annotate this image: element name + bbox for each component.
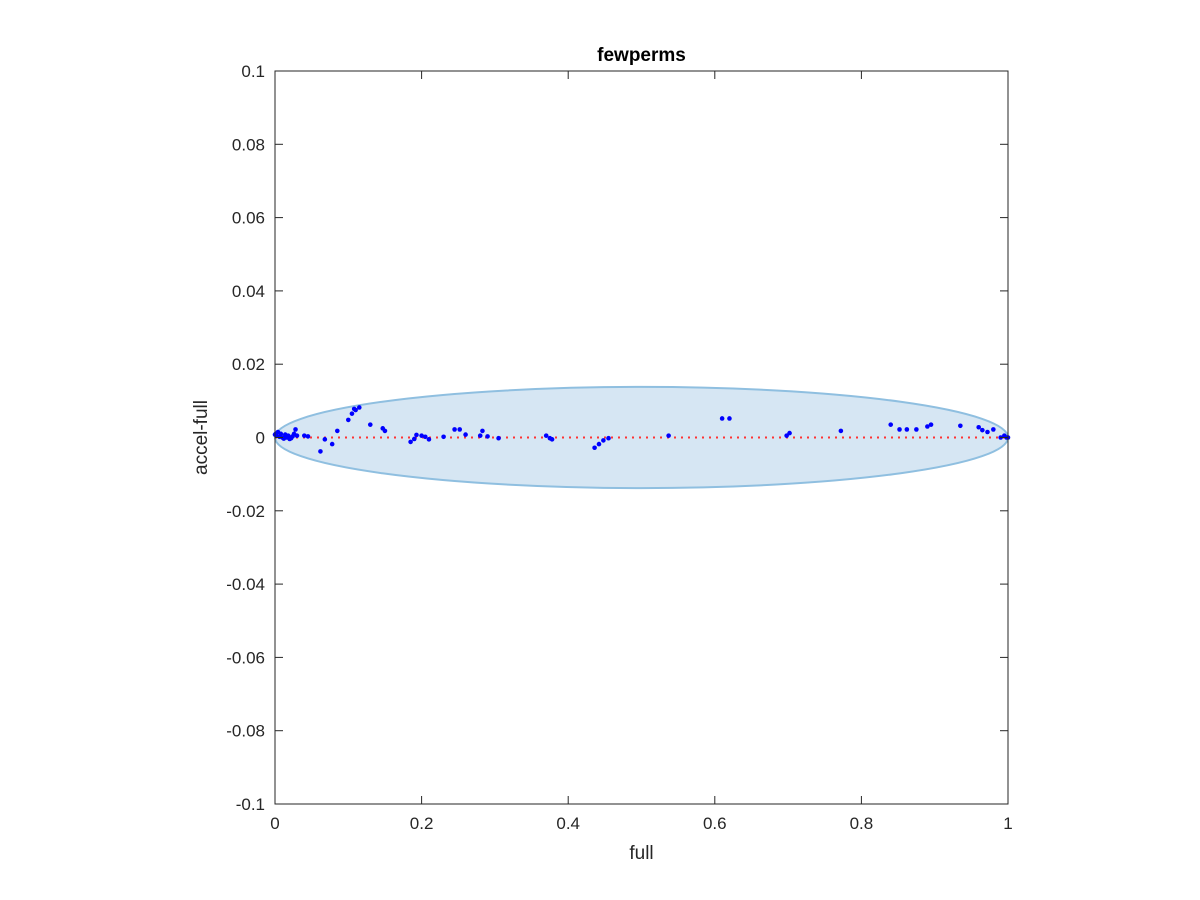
data-point bbox=[838, 428, 844, 434]
data-point bbox=[293, 427, 298, 432]
y-tick-label: -0.04 bbox=[226, 575, 265, 594]
data-point bbox=[980, 427, 985, 433]
data-point bbox=[596, 441, 602, 447]
data-point bbox=[958, 423, 963, 429]
data-point bbox=[318, 449, 323, 454]
data-point bbox=[349, 411, 355, 416]
data-point bbox=[322, 437, 328, 442]
data-point bbox=[888, 422, 894, 427]
data-point bbox=[426, 437, 432, 442]
data-point bbox=[928, 422, 934, 427]
data-point bbox=[592, 445, 597, 451]
x-axis-label: full bbox=[629, 843, 653, 864]
y-tick-label: 0.06 bbox=[232, 209, 265, 228]
x-axis-ticks: 0 0.2 0.4 0.6 0.8 1 bbox=[270, 71, 1013, 833]
data-point bbox=[422, 434, 428, 440]
y-axis-label: accel-full bbox=[191, 400, 212, 475]
y-tick-label: 0.02 bbox=[232, 355, 265, 374]
data-point bbox=[294, 433, 300, 438]
x-tick-label: 0.4 bbox=[556, 814, 580, 833]
y-tick-label: 0.04 bbox=[232, 282, 265, 301]
x-tick-label: 0.6 bbox=[703, 814, 727, 833]
x-tick-label: 0 bbox=[270, 814, 279, 833]
data-point bbox=[335, 428, 340, 434]
data-point bbox=[496, 435, 501, 441]
data-point bbox=[991, 427, 996, 432]
data-point bbox=[480, 428, 485, 434]
data-point bbox=[601, 438, 606, 443]
data-point bbox=[925, 424, 930, 429]
y-axis-ticks: -0.1 -0.08 -0.06 -0.04 -0.02 0 0.02 0.04 0.06 0.0… bbox=[226, 62, 1008, 814]
data-point bbox=[727, 416, 732, 421]
data-point bbox=[463, 432, 468, 437]
data-point bbox=[356, 405, 362, 410]
data-point bbox=[305, 434, 311, 439]
data-point bbox=[408, 439, 413, 445]
x-tick-label: 1 bbox=[1003, 814, 1012, 833]
data-point bbox=[278, 431, 284, 437]
y-tick-label: 0.08 bbox=[232, 135, 265, 154]
x-tick-label: 0.8 bbox=[850, 814, 874, 833]
data-point bbox=[411, 436, 417, 442]
data-point bbox=[367, 422, 373, 427]
data-point bbox=[485, 434, 490, 439]
data-point bbox=[549, 437, 555, 442]
y-tick-label: -0.1 bbox=[236, 795, 265, 814]
y-tick-label: -0.08 bbox=[226, 722, 265, 741]
data-point bbox=[382, 428, 388, 434]
data-point bbox=[914, 427, 919, 432]
data-point bbox=[477, 433, 483, 438]
data-point bbox=[346, 417, 351, 423]
x-tick-label: 0.2 bbox=[410, 814, 434, 833]
y-tick-label: 0.1 bbox=[241, 62, 265, 81]
data-point bbox=[329, 441, 335, 447]
data-point bbox=[985, 429, 990, 435]
y-tick-label: -0.06 bbox=[226, 648, 265, 667]
data-point bbox=[897, 427, 902, 432]
y-tick-label: -0.02 bbox=[226, 502, 265, 521]
plot-area bbox=[272, 385, 1011, 490]
data-point bbox=[302, 433, 307, 438]
data-point bbox=[606, 435, 611, 441]
data-point bbox=[441, 434, 446, 440]
data-point bbox=[452, 427, 457, 432]
data-point bbox=[904, 427, 910, 432]
data-point bbox=[543, 433, 549, 438]
chart-title: fewperms bbox=[597, 45, 686, 66]
data-point bbox=[719, 416, 725, 421]
data-point bbox=[353, 407, 358, 413]
data-point bbox=[457, 427, 463, 432]
data-point bbox=[666, 433, 671, 438]
y-tick-label: 0 bbox=[256, 429, 265, 448]
data-point bbox=[419, 433, 424, 438]
data-point bbox=[414, 432, 419, 438]
data-point bbox=[787, 430, 792, 436]
data-point bbox=[976, 424, 981, 430]
